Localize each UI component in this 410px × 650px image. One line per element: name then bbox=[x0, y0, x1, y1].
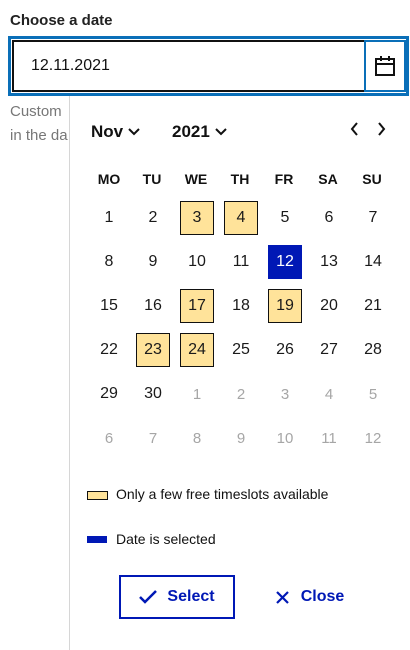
legend-selected-label: Date is selected bbox=[116, 531, 216, 547]
day-cell[interactable]: 20 bbox=[320, 297, 338, 314]
day-cell[interactable]: 1 bbox=[104, 209, 114, 226]
day-cell-other-month[interactable]: 6 bbox=[104, 429, 114, 447]
day-cell[interactable]: 6 bbox=[324, 209, 334, 226]
date-field: 12.11.2021 bbox=[8, 36, 409, 96]
month-select[interactable]: Nov bbox=[91, 122, 140, 142]
previous-month-button[interactable] bbox=[345, 120, 363, 138]
weekday-label: MO bbox=[97, 171, 121, 187]
weekday-label: SU bbox=[362, 171, 382, 187]
weekday-header: MO TU WE TH FR SA SU bbox=[87, 171, 409, 191]
day-cell[interactable]: 2 bbox=[148, 209, 158, 226]
select-button-label: Select bbox=[167, 588, 215, 605]
helper-line-1: Custom bbox=[10, 103, 62, 120]
day-cell[interactable]: 22 bbox=[100, 341, 118, 358]
chevron-down-icon bbox=[215, 128, 227, 136]
day-cell-other-month[interactable]: 1 bbox=[192, 385, 202, 403]
day-cell-selected[interactable]: 12 bbox=[268, 245, 302, 279]
day-cell[interactable]: 18 bbox=[232, 297, 250, 314]
day-cell-other-month[interactable]: 11 bbox=[321, 429, 337, 447]
legend-few-slots-label: Only a few free timeslots available bbox=[116, 486, 329, 502]
calendar-icon bbox=[375, 56, 395, 76]
year-select[interactable]: 2021 bbox=[172, 122, 227, 142]
day-cell[interactable]: 23 bbox=[136, 333, 170, 367]
day-cell-other-month[interactable]: 4 bbox=[324, 385, 334, 403]
date-field-helper: Custom in the da bbox=[10, 100, 70, 148]
day-cell-other-month[interactable]: 8 bbox=[192, 429, 202, 447]
day-cell-other-month[interactable]: 5 bbox=[368, 385, 378, 403]
weekday-label: WE bbox=[184, 171, 208, 187]
day-cell[interactable]: 29 bbox=[100, 385, 118, 402]
close-button[interactable]: Close bbox=[270, 575, 350, 619]
weekday-label: TU bbox=[142, 171, 162, 187]
day-cell[interactable]: 7 bbox=[368, 209, 378, 226]
close-icon bbox=[275, 590, 289, 604]
day-cell[interactable]: 10 bbox=[188, 253, 206, 270]
check-icon bbox=[139, 590, 158, 604]
day-cell[interactable]: 8 bbox=[104, 253, 114, 270]
chevron-left-icon bbox=[350, 122, 358, 136]
day-cell[interactable]: 9 bbox=[148, 253, 158, 270]
day-cell[interactable]: 15 bbox=[100, 297, 118, 314]
day-cell-other-month[interactable]: 2 bbox=[236, 385, 246, 403]
day-cell[interactable]: 30 bbox=[144, 385, 162, 402]
day-cell[interactable]: 13 bbox=[320, 253, 338, 270]
weekday-label: FR bbox=[274, 171, 294, 187]
day-cell[interactable]: 11 bbox=[232, 253, 250, 270]
day-cell[interactable]: 19 bbox=[268, 289, 302, 323]
day-cell[interactable]: 4 bbox=[224, 201, 258, 235]
day-cell-other-month[interactable]: 7 bbox=[148, 429, 158, 447]
chevron-down-icon bbox=[128, 128, 140, 136]
day-cell[interactable]: 27 bbox=[320, 341, 338, 358]
legend-swatch-few-slots bbox=[87, 491, 108, 500]
day-cell[interactable]: 16 bbox=[144, 297, 162, 314]
calendar-toggle-button[interactable] bbox=[364, 40, 406, 92]
date-field-label: Choose a date bbox=[10, 12, 113, 29]
weekday-label: TH bbox=[230, 171, 250, 187]
year-select-label: 2021 bbox=[172, 122, 210, 141]
day-cell-other-month[interactable]: 9 bbox=[236, 429, 246, 447]
day-cell[interactable]: 28 bbox=[364, 341, 382, 358]
day-cell-other-month[interactable]: 12 bbox=[364, 429, 382, 447]
next-month-button[interactable] bbox=[372, 120, 390, 138]
day-cell-other-month[interactable]: 10 bbox=[276, 429, 294, 447]
day-cell[interactable]: 24 bbox=[180, 333, 214, 367]
helper-line-2: in the da bbox=[10, 127, 68, 144]
weekday-label: SA bbox=[318, 171, 338, 187]
day-cell[interactable]: 3 bbox=[180, 201, 214, 235]
day-cell-other-month[interactable]: 3 bbox=[280, 385, 290, 403]
datepicker-popup: Nov 2021 MO TU WE TH FR SA SU 1 2 3 4 5 6 7 8 9 10 11 12 1… bbox=[69, 96, 410, 650]
month-select-label: Nov bbox=[91, 122, 124, 141]
day-cell[interactable]: 17 bbox=[180, 289, 214, 323]
day-cell[interactable]: 26 bbox=[276, 341, 294, 358]
chevron-right-icon bbox=[377, 122, 385, 136]
select-button[interactable]: Select bbox=[119, 575, 235, 619]
date-input[interactable]: 12.11.2021 bbox=[12, 40, 364, 92]
day-cell[interactable]: 5 bbox=[280, 209, 290, 226]
day-cell[interactable]: 25 bbox=[232, 341, 250, 358]
day-cell[interactable]: 14 bbox=[364, 253, 382, 270]
legend-swatch-selected bbox=[87, 536, 107, 543]
day-cell[interactable]: 21 bbox=[364, 297, 382, 314]
close-button-label: Close bbox=[300, 588, 345, 605]
